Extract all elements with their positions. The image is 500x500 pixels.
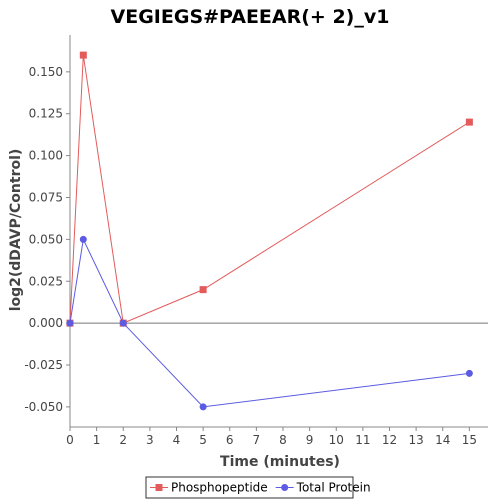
x-tick-label: 11 — [355, 433, 370, 447]
legend-item: Total Protein — [275, 481, 371, 495]
plot-area — [69, 35, 488, 428]
x-tick-label: 4 — [173, 433, 181, 447]
y-tick-label: 0.025 — [29, 274, 63, 288]
data-point — [79, 51, 87, 59]
series-total-protein — [66, 235, 473, 411]
data-point — [465, 369, 473, 377]
x-tick-label: 10 — [329, 433, 344, 447]
legend: Phosphopeptide Total Protein — [145, 476, 371, 499]
legend-swatch-marker — [281, 484, 289, 491]
legend-box — [145, 476, 354, 499]
y-tick-label: 0.050 — [29, 232, 63, 246]
y-tick-label: -0.050 — [24, 400, 63, 414]
y-tick-label: 0.075 — [29, 190, 63, 204]
data-point — [465, 118, 473, 126]
data-point — [119, 319, 127, 327]
x-axis-label: Time (minutes) — [220, 454, 340, 470]
x-tick-label: 15 — [462, 433, 477, 447]
series-layer — [66, 51, 473, 411]
legend-label: Total Protein — [296, 481, 371, 495]
x-axis: 0 1 2 3 4 5 6 7 8 9 10 11 12 13 14 15 — [66, 427, 477, 447]
x-tick-label: 12 — [382, 433, 397, 447]
x-tick-label: 3 — [146, 433, 154, 447]
x-tick-label: 9 — [306, 433, 314, 447]
data-point — [199, 286, 207, 294]
y-axis-label: log2(dDAVP/Control) — [8, 149, 24, 312]
x-tick-label: 2 — [119, 433, 127, 447]
legend-label: Phosphopeptide — [171, 481, 268, 495]
x-tick-label: 1 — [93, 433, 101, 447]
series-line — [69, 55, 470, 324]
x-tick-label: 0 — [66, 433, 74, 447]
x-tick-label: 13 — [408, 433, 423, 447]
x-tick-label: 6 — [226, 433, 234, 447]
chart-title: VEGIEGS#PAEEAR(+ 2)_v1 — [111, 6, 390, 28]
data-point — [79, 235, 87, 243]
series-phosphopeptide — [66, 51, 473, 327]
y-axis: -0.050 -0.025 0.000 0.025 0.050 0.075 0.100 0.1… — [24, 65, 70, 414]
y-tick-label: 0.125 — [29, 107, 63, 121]
x-tick-label: 5 — [199, 433, 207, 447]
legend-item: Phosphopeptide — [150, 481, 268, 495]
data-point — [199, 403, 207, 411]
x-tick-label: 7 — [253, 433, 261, 447]
y-tick-label: 0.150 — [29, 65, 63, 79]
x-tick-label: 14 — [435, 433, 450, 447]
data-point — [66, 319, 74, 327]
y-tick-label: 0.100 — [29, 149, 63, 163]
legend-swatch-marker — [155, 484, 163, 491]
y-tick-label: -0.025 — [24, 358, 63, 372]
x-tick-label: 8 — [279, 433, 287, 447]
y-tick-label: 0.000 — [29, 316, 63, 330]
